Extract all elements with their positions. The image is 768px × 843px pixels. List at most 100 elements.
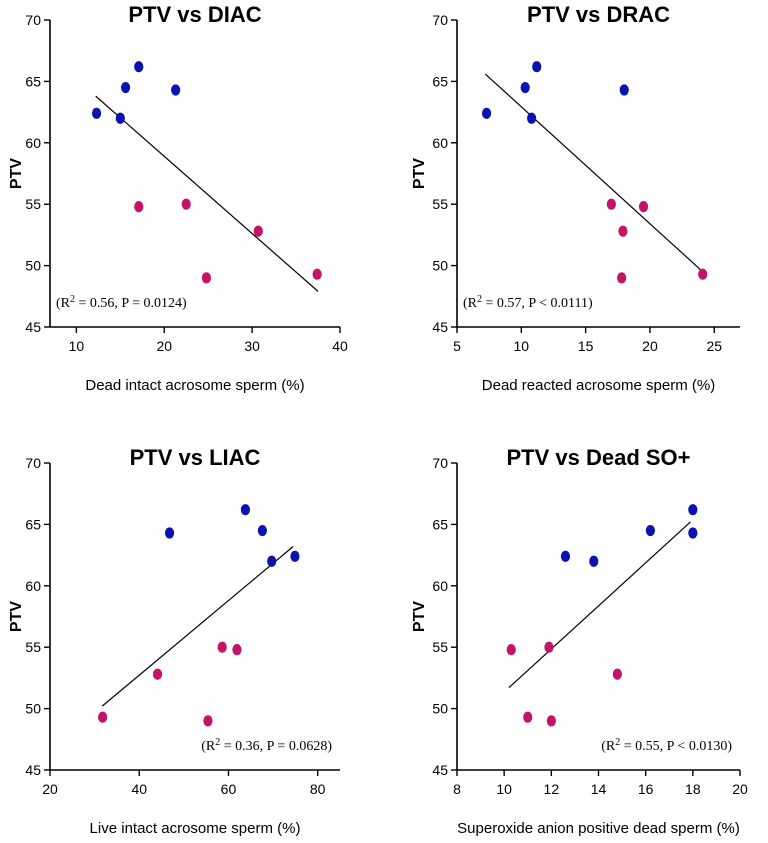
data-point-blue: [115, 112, 125, 124]
data-point-magenta: [134, 201, 144, 213]
data-point-blue: [171, 84, 181, 96]
x-tick-label: 10: [69, 338, 85, 354]
data-point-blue: [619, 84, 629, 96]
data-point-magenta: [232, 644, 242, 656]
stats-annotation: (R2 = 0.55, P < 0.0130): [601, 737, 732, 755]
data-point-blue: [290, 550, 300, 562]
data-point-magenta: [217, 641, 227, 653]
stats-annotation: (R2 = 0.57, P < 0.0111): [463, 294, 593, 312]
chart-panel-3: PTV vs LIAC 45 50 55 60 65 70 20 40 60 80 Live inta…: [8, 445, 340, 837]
chart-panel-1: PTV vs DIAC 45 50 55 60 65 70 10 20 30 40 Dead inta…: [8, 2, 348, 394]
data-point-blue: [257, 524, 267, 537]
chart-title: PTV vs DRAC: [527, 2, 670, 27]
data-point-blue: [688, 527, 698, 539]
x-tick-label: 30: [244, 338, 260, 354]
data-point-magenta: [312, 268, 322, 280]
regression-line: [101, 546, 294, 707]
x-tick-label: 18: [685, 781, 701, 797]
x-tick-label: 14: [591, 781, 607, 797]
data-point-blue: [134, 61, 144, 73]
x-tick-label: 20: [642, 338, 658, 354]
x-axis-title: Dead intact acrosome sperm (%): [85, 377, 304, 394]
x-tick-label: 80: [310, 781, 326, 797]
data-point-blue: [91, 107, 102, 119]
chart-title: PTV vs LIAC: [130, 445, 261, 470]
data-point-magenta: [253, 225, 263, 237]
chart-title: PTV vs DIAC: [128, 2, 261, 27]
data-point-magenta: [98, 711, 108, 723]
data-point-blue: [267, 555, 277, 567]
x-axis-title: Superoxide anion positive dead sperm (%): [457, 820, 740, 837]
x-tick-label: 20: [42, 781, 58, 797]
y-tick-label: 50: [432, 701, 448, 717]
regression-line: [484, 73, 702, 271]
y-tick-label: 65: [432, 73, 448, 89]
y-tick-label: 55: [25, 196, 41, 212]
x-tick-label: 10: [496, 781, 512, 797]
x-tick-label: 12: [544, 781, 560, 797]
x-tick-label: 40: [131, 781, 147, 797]
x-tick-label: 40: [332, 338, 348, 354]
x-tick-label: 25: [706, 338, 722, 354]
data-point-magenta: [546, 715, 556, 727]
x-tick-label: 5: [453, 338, 461, 354]
y-tick-label: 65: [25, 516, 41, 532]
data-point-magenta: [618, 225, 628, 237]
y-tick-label: 70: [25, 455, 41, 471]
y-axis-title: PTV: [411, 158, 428, 189]
x-axis-title: Dead reacted acrosome sperm (%): [482, 377, 715, 394]
data-point-blue: [527, 112, 537, 124]
data-point-magenta: [203, 715, 213, 727]
chart-panel-2: PTV vs DRAC 45 50 55 60 65 70 5 10 15 20 25 Dead rea…: [411, 2, 740, 394]
y-tick-label: 70: [432, 455, 448, 471]
data-point-blue: [532, 61, 542, 73]
y-tick-label: 60: [432, 578, 448, 594]
data-point-magenta: [201, 272, 212, 284]
data-point-blue: [645, 524, 655, 537]
y-tick-label: 55: [25, 639, 41, 655]
x-tick-label: 8: [453, 781, 461, 797]
stats-annotation: (R2 = 0.56, P = 0.0124): [56, 294, 187, 312]
data-point-blue: [164, 527, 175, 539]
data-point-blue: [120, 81, 131, 94]
y-tick-label: 45: [432, 762, 448, 778]
y-tick-label: 60: [25, 578, 41, 594]
y-tick-label: 45: [25, 319, 41, 335]
data-point-magenta: [181, 198, 191, 210]
data-point-blue: [240, 504, 251, 516]
y-tick-label: 50: [25, 258, 41, 274]
regression-line: [95, 95, 319, 292]
data-point-magenta: [544, 641, 554, 653]
data-point-blue: [520, 81, 530, 94]
data-point-blue: [560, 550, 571, 562]
y-tick-label: 45: [432, 319, 448, 335]
y-tick-label: 50: [25, 701, 41, 717]
data-point-blue: [589, 555, 599, 567]
y-tick-label: 45: [25, 762, 41, 778]
y-tick-label: 65: [25, 73, 41, 89]
data-point-magenta: [152, 668, 163, 680]
data-point-blue: [688, 504, 698, 516]
regression-line: [508, 521, 691, 689]
x-tick-label: 20: [732, 781, 748, 797]
stats-annotation: (R2 = 0.36, P = 0.0628): [201, 737, 332, 755]
data-point-magenta: [523, 711, 533, 723]
x-tick-label: 16: [638, 781, 654, 797]
data-point-magenta: [617, 272, 627, 284]
y-tick-label: 50: [432, 258, 448, 274]
x-tick-label: 20: [156, 338, 172, 354]
x-axis-title: Live intact acrosome sperm (%): [90, 820, 301, 837]
y-axis-title: PTV: [411, 601, 428, 632]
data-point-magenta: [606, 198, 616, 210]
y-axis-title: PTV: [8, 601, 25, 632]
y-tick-label: 70: [25, 12, 41, 28]
y-tick-label: 70: [432, 12, 448, 28]
data-point-magenta: [638, 201, 649, 213]
x-tick-label: 15: [578, 338, 594, 354]
y-tick-label: 55: [432, 639, 448, 655]
x-tick-label: 10: [514, 338, 530, 354]
y-tick-label: 65: [432, 516, 448, 532]
data-point-blue: [481, 107, 492, 119]
x-tick-label: 60: [221, 781, 237, 797]
